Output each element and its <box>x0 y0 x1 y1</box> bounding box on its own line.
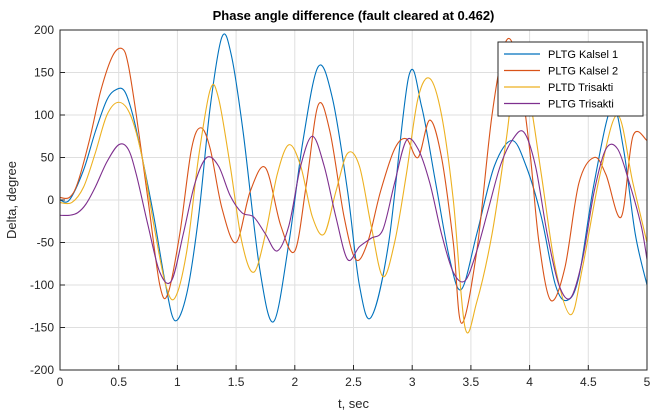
x-tick-label: 0 <box>57 375 64 389</box>
y-tick-label: 200 <box>34 23 54 37</box>
x-tick-label: 4.5 <box>580 375 597 389</box>
legend-label: PLTD Trisakti <box>548 82 613 94</box>
legend-label: PLTG Trisakti <box>548 99 614 111</box>
x-tick-label: 2 <box>291 375 298 389</box>
chart-title: Phase angle difference (fault cleared at… <box>213 8 495 23</box>
x-tick-label: 5 <box>644 375 651 389</box>
legend-label: PLTG Kalsel 1 <box>548 49 618 61</box>
series-line-4 <box>59 130 648 300</box>
y-tick-label: 0 <box>47 193 54 207</box>
x-tick-label: 1 <box>174 375 181 389</box>
y-tick-label: 50 <box>41 151 55 165</box>
y-tick-label: 100 <box>34 108 54 122</box>
x-axis-label: t, sec <box>338 396 370 411</box>
x-tick-label: 3 <box>409 375 416 389</box>
y-tick-label: -200 <box>30 363 54 377</box>
x-tick-label: 0.5 <box>110 375 127 389</box>
x-tick-label: 1.5 <box>228 375 245 389</box>
legend-label: PLTG Kalsel 2 <box>548 66 618 78</box>
y-tick-label: -100 <box>30 278 54 292</box>
x-tick-label: 4 <box>526 375 533 389</box>
axis-ticks: 0 0.5 1 1.5 2 2.5 3 3.5 4 4.5 5 -200 -150 -100 -50 0 50 1… <box>30 23 651 389</box>
x-tick-label: 2.5 <box>345 375 362 389</box>
x-tick-label: 3.5 <box>463 375 480 389</box>
legend: PLTG Kalsel 1 PLTG Kalsel 2 PLTD Trisakti P… <box>497 41 644 117</box>
y-tick-label: 150 <box>34 66 54 80</box>
y-tick-label: -50 <box>37 236 55 250</box>
y-axis-label: Delta, degree <box>4 161 19 239</box>
y-tick-label: -150 <box>30 321 54 335</box>
